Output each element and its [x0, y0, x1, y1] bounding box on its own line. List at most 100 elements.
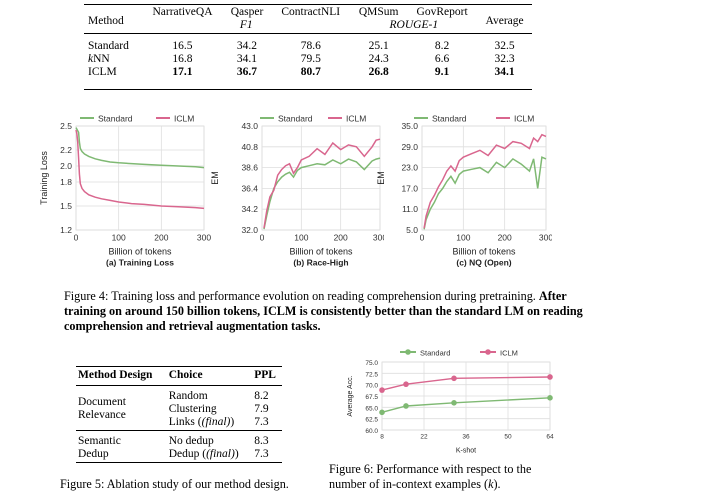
x-axis-label: Billion of tokens	[289, 247, 353, 257]
row-method: ICLM	[88, 66, 117, 78]
training-loss-chart: 1.2 1.5 1.8 2.0 2.2 2.5 0 100 200 300 Standard ICLM…	[39, 114, 211, 268]
data-point	[451, 375, 457, 382]
table2-bottom-rule	[76, 462, 282, 463]
legend-label: ICLM	[514, 114, 534, 124]
figure6-caption-end: ).	[493, 477, 501, 491]
figure6-caption: Figure 6: Performance with respect to th…	[329, 462, 579, 492]
col-header-narrativeqa: NarrativeQA	[152, 6, 213, 18]
y-tick-label: 60.0	[365, 428, 378, 435]
col-header-contractnli: ContractNLI	[281, 6, 341, 18]
table1-mid-rule	[84, 33, 532, 34]
y-tick-label: 43.0	[241, 121, 258, 131]
cell: 34.2	[236, 40, 258, 52]
figure4-caption-label: Figure 4:	[64, 289, 109, 303]
series-line-iclm	[75, 129, 205, 210]
legend-marker	[405, 349, 411, 355]
choice-cell: No dedup	[168, 435, 214, 447]
y-tick-label: 5.0	[406, 225, 418, 235]
y-tick-label: 62.5	[365, 417, 378, 424]
ppl-cell: 8.2	[254, 390, 269, 402]
table1-top-rule	[84, 4, 532, 5]
cell: 16.8	[172, 53, 193, 65]
y-tick-label: 1.2	[60, 225, 72, 235]
y-tick-label: 2.5	[60, 121, 72, 131]
x-tick-label: 36	[462, 434, 470, 441]
figure6-caption-line1: Figure 6: Performance with respect to th…	[329, 462, 532, 476]
cell: 26.8	[368, 66, 389, 78]
plot-area	[75, 125, 205, 231]
cell: 16.5	[172, 40, 193, 52]
y-tick-label: 35.0	[401, 121, 418, 131]
race-high-chart: 32.0 34.2 36.4 38.6 40.8 43.0 0 100 200 300 Standa…	[210, 114, 384, 268]
ablation-table: Method Design Choice PPL Document Releva…	[76, 367, 282, 461]
series-line-iclm	[381, 376, 551, 391]
chart-subtitle: (a) Training Loss	[106, 258, 174, 268]
table1-bottom-rule	[84, 89, 532, 90]
ppl-cell: 7.3	[254, 448, 269, 460]
metric-rouge: ROUGE-1	[389, 19, 439, 31]
series-line-standard	[381, 397, 551, 413]
legend-label: Standard	[278, 114, 313, 124]
y-tick-label: 34.2	[241, 204, 258, 214]
x-tick-label: 50	[504, 434, 512, 441]
ppl-cell: 8.3	[254, 435, 269, 447]
cell: 25.1	[368, 40, 389, 52]
cell: 36.7	[236, 66, 258, 78]
data-point	[403, 403, 409, 409]
legend-marker	[485, 349, 491, 355]
x-tick-label: 300	[373, 233, 384, 243]
x-tick-label: 100	[294, 233, 308, 243]
x-tick-label: 0	[260, 233, 265, 243]
data-point	[379, 409, 385, 416]
x-tick-label: 200	[154, 233, 168, 243]
row-method-rest: NN	[93, 53, 110, 65]
y-axis-label: Average Acc.	[347, 375, 354, 416]
y-tick-label: 17.0	[401, 183, 418, 193]
x-tick-label: 300	[197, 233, 211, 243]
y-tick-label: 70.0	[365, 383, 378, 390]
data-point	[403, 381, 409, 388]
cell-average: 34.1	[494, 66, 515, 78]
ppl-cell: 7.3	[254, 416, 269, 428]
table2-header-rule	[76, 385, 282, 386]
cell: 24.3	[368, 53, 389, 65]
figure6-caption-line2: number of in-context examples (	[329, 477, 489, 491]
x-tick-label: 8	[380, 434, 384, 441]
figure4-caption-bold: After training on around 150 billion tok…	[64, 289, 583, 333]
x-tick-label: 22	[420, 434, 428, 441]
x-tick-label: 0	[420, 233, 425, 243]
figure6-caption-k: k	[488, 477, 494, 491]
series-line-standard	[75, 127, 205, 169]
legend-label: ICLM	[174, 114, 194, 124]
group-label-line1: Document	[78, 396, 126, 408]
plot-area	[261, 125, 381, 231]
choice-cell: Clustering	[168, 403, 217, 415]
y-tick-label: 1.8	[60, 177, 72, 187]
group-semantic-dedup: Semantic Dedup	[76, 435, 167, 461]
cell: 6.6	[434, 53, 450, 65]
legend-label: ICLM	[346, 114, 366, 124]
cell: 17.1	[172, 66, 193, 78]
y-tick-label: 38.6	[241, 163, 258, 173]
group-label-line1: Semantic	[78, 435, 121, 447]
col-header-average: Average	[485, 14, 524, 27]
y-tick-label: 32.0	[241, 225, 258, 235]
y-tick-label: 40.8	[241, 142, 258, 152]
metric-f1: F1	[239, 19, 253, 31]
cell-average: 32.5	[494, 40, 515, 52]
legend-label: ICLM	[500, 349, 518, 358]
chart-subtitle: (c) NQ (Open)	[456, 258, 511, 268]
x-axis-label: Billion of tokens	[452, 247, 516, 257]
legend-label: Standard	[98, 114, 133, 124]
cell: 79.5	[300, 53, 321, 65]
series-line-iclm	[423, 133, 547, 229]
y-tick-label: 67.5	[365, 394, 378, 401]
group-label-line2: Relevance	[78, 409, 126, 421]
y-tick-label: 23.0	[401, 163, 418, 173]
series-line-iclm	[263, 138, 381, 229]
figure5-caption: Figure 5: Ablation study of our method d…	[60, 477, 289, 491]
data-point	[451, 400, 457, 406]
series-line-standard	[423, 156, 547, 230]
cell: 9.1	[434, 66, 450, 78]
table2-top-rule	[76, 366, 282, 367]
